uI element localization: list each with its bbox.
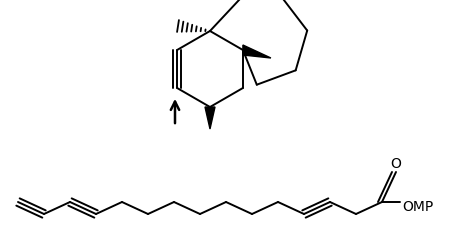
Polygon shape [243, 45, 271, 58]
Text: O: O [390, 157, 401, 171]
Polygon shape [205, 107, 215, 129]
Text: OMP: OMP [402, 200, 433, 214]
